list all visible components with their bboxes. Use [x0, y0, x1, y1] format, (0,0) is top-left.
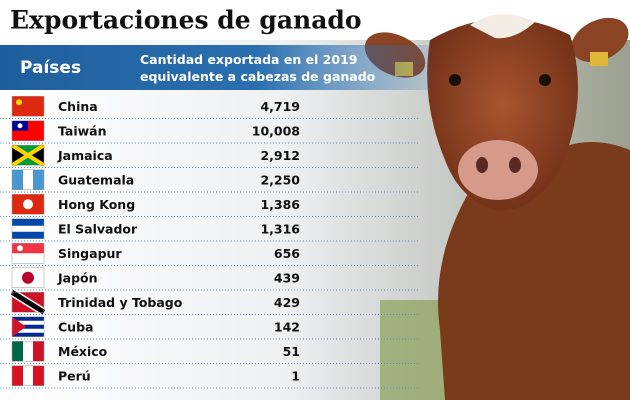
country-name: Singapur	[58, 246, 122, 261]
flag	[11, 267, 45, 288]
flag-border	[11, 120, 45, 141]
flag-border	[11, 341, 45, 362]
flag	[11, 243, 45, 264]
export-value: 2,250	[260, 172, 300, 187]
flag-border	[11, 169, 45, 190]
table-row: Hong Kong 1,386	[0, 194, 420, 217]
flag-part	[12, 96, 44, 117]
export-value: 1,316	[260, 221, 300, 236]
country-name: Perú	[58, 368, 91, 383]
flag	[11, 169, 45, 190]
flag-part	[12, 328, 44, 333]
header-bar	[0, 45, 430, 90]
export-value: 142	[274, 319, 300, 334]
header-value-line: Cantidad exportada en el 2019	[140, 52, 357, 67]
country-name: China	[58, 99, 98, 114]
flag-part	[33, 365, 44, 386]
cow-nostril	[509, 157, 521, 173]
flag-part	[12, 365, 23, 386]
table-row: China 4,719	[0, 96, 420, 119]
title: Exportaciones de ganado	[10, 6, 362, 35]
country-name: El Salvador	[58, 221, 138, 236]
table-row: Trinidad y Tobago 429	[0, 288, 420, 316]
table-row: El Salvador 1,316	[0, 218, 420, 242]
flag-border	[11, 96, 45, 117]
flag-border	[11, 267, 45, 288]
flag	[10, 143, 46, 167]
flag-part	[23, 169, 33, 190]
header-value-line: equivalente a cabezas de ganado	[140, 69, 376, 84]
cow-ear	[571, 17, 629, 63]
flag-border	[11, 292, 45, 313]
export-value: 51	[283, 344, 300, 359]
flag-part	[12, 320, 44, 325]
export-value: 1,386	[260, 197, 300, 212]
flag	[11, 316, 45, 337]
flag	[11, 365, 45, 386]
flag-part	[12, 243, 44, 254]
flag-part	[16, 99, 22, 106]
country-name: México	[58, 344, 108, 359]
table-row: Cuba 142	[0, 316, 420, 340]
export-value: 1	[291, 368, 300, 383]
export-value: 656	[274, 246, 300, 261]
table-row: Guatemala 2,250	[0, 169, 420, 193]
flag	[9, 288, 47, 316]
cow-forehead	[470, 14, 535, 39]
flag-part	[12, 341, 23, 362]
flag-part	[10, 290, 46, 315]
flag-part	[33, 341, 44, 362]
cow-eye	[449, 74, 461, 86]
flag-part	[12, 316, 26, 337]
table-row: Singapur 656	[0, 243, 420, 266]
flag-part	[17, 245, 23, 252]
export-value: 10,008	[252, 123, 300, 138]
flag-border	[11, 365, 45, 386]
flag-border	[11, 218, 45, 239]
table-row: Perú 1	[0, 365, 420, 389]
flag-part	[22, 271, 34, 284]
flag	[11, 341, 45, 362]
country-name: Cuba	[58, 319, 93, 334]
table-row: Japón 439	[0, 267, 420, 291]
cow-muzzle	[458, 140, 538, 200]
country-name: Hong Kong	[58, 197, 135, 212]
flag-border	[11, 316, 45, 337]
cow-eye	[539, 74, 551, 86]
country-name: Jamaica	[57, 148, 113, 163]
export-value: 439	[274, 270, 300, 285]
flag-part	[10, 143, 46, 167]
flag	[11, 194, 45, 215]
export-value: 2,912	[260, 148, 300, 163]
cow-nostril	[476, 157, 488, 173]
country-name: Taiwán	[58, 123, 107, 138]
table-row: Jamaica 2,912	[0, 143, 420, 168]
table: China 4,719 Taiwán 10,008 Jamaica 2,912 Guatem…	[0, 96, 420, 389]
header-value: Cantidad exportada en el 2019 equivalente…	[140, 52, 376, 84]
country-name: Japón	[57, 270, 98, 285]
flag-part	[17, 123, 23, 129]
header-country: Países	[20, 58, 81, 78]
export-value: 429	[274, 295, 300, 310]
flag-border	[11, 145, 45, 166]
flag	[11, 120, 45, 141]
ear-tag	[590, 52, 608, 66]
country-name: Guatemala	[58, 172, 134, 187]
table-row: Taiwán 10,008	[0, 120, 420, 144]
export-value: 4,719	[260, 99, 300, 114]
flag	[11, 218, 45, 239]
country-name: Trinidad y Tobago	[58, 295, 183, 310]
flag-part	[23, 199, 33, 210]
flag-border	[11, 194, 45, 215]
flag-border	[11, 243, 45, 264]
table-row: México 51	[0, 341, 420, 364]
flag	[11, 96, 45, 117]
flag-part	[12, 225, 44, 232]
